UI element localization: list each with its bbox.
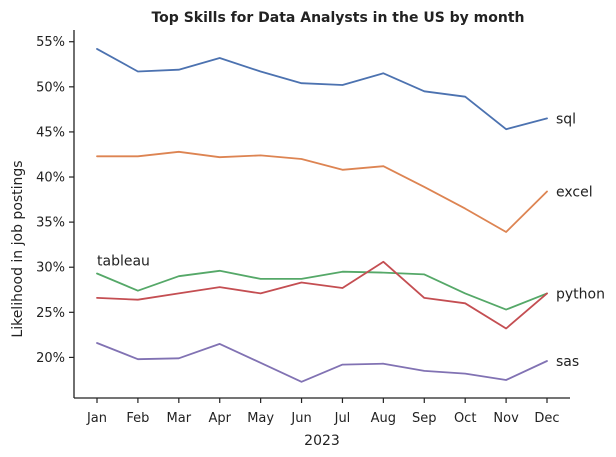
x-tick-label: Jun [290,411,311,426]
y-tick-label: 50% [36,80,65,95]
x-tick-label: Jan [86,411,107,426]
x-tick-label: Nov [493,411,519,426]
series-label-python: python [556,286,605,302]
y-tick-label: 20% [36,351,65,366]
plot-area: 20% 25% 30% 35% 40% 45% 50% 55% Jan Feb Mar Apr May J… [36,30,605,426]
series-excel: excel [96,150,593,233]
y-tick-label: 40% [36,171,65,186]
series-label-excel: excel [556,184,593,200]
series-line-sql [96,48,548,131]
series-sas: sas [96,342,579,383]
y-axis-label: Likelihood in job postings [10,160,26,337]
x-tick-label: Apr [208,411,231,426]
x-tick-label: Aug [371,411,396,426]
x-tick-label: Sep [412,411,437,426]
x-tick-label: Feb [126,411,149,426]
x-tick-label: Mar [167,411,192,426]
series-line-excel [96,150,548,233]
x-tick-label: Jul [334,411,351,426]
series-line-sas [96,342,548,383]
series-python: python [96,260,605,330]
series-tableau: tableau [96,254,548,311]
x-tick-label: Dec [534,411,559,426]
y-tick-label: 30% [36,261,65,276]
series-label-sql: sql [556,111,576,127]
series-line-python [96,260,548,330]
series-label-sas: sas [556,354,579,370]
series-line-tableau [96,269,548,311]
y-tick-label: 45% [36,125,65,140]
y-tick-label: 55% [36,35,65,50]
x-tick-label: Oct [454,411,476,426]
x-tick-label: May [247,411,274,426]
series-sql: sql [96,48,576,131]
y-tick-label: 35% [36,216,65,231]
series-label-tableau: tableau [97,254,150,270]
y-tick-label: 25% [36,306,65,321]
x-axis-label: 2023 [304,433,340,449]
chart-title: Top Skills for Data Analysts in the US b… [151,10,524,26]
